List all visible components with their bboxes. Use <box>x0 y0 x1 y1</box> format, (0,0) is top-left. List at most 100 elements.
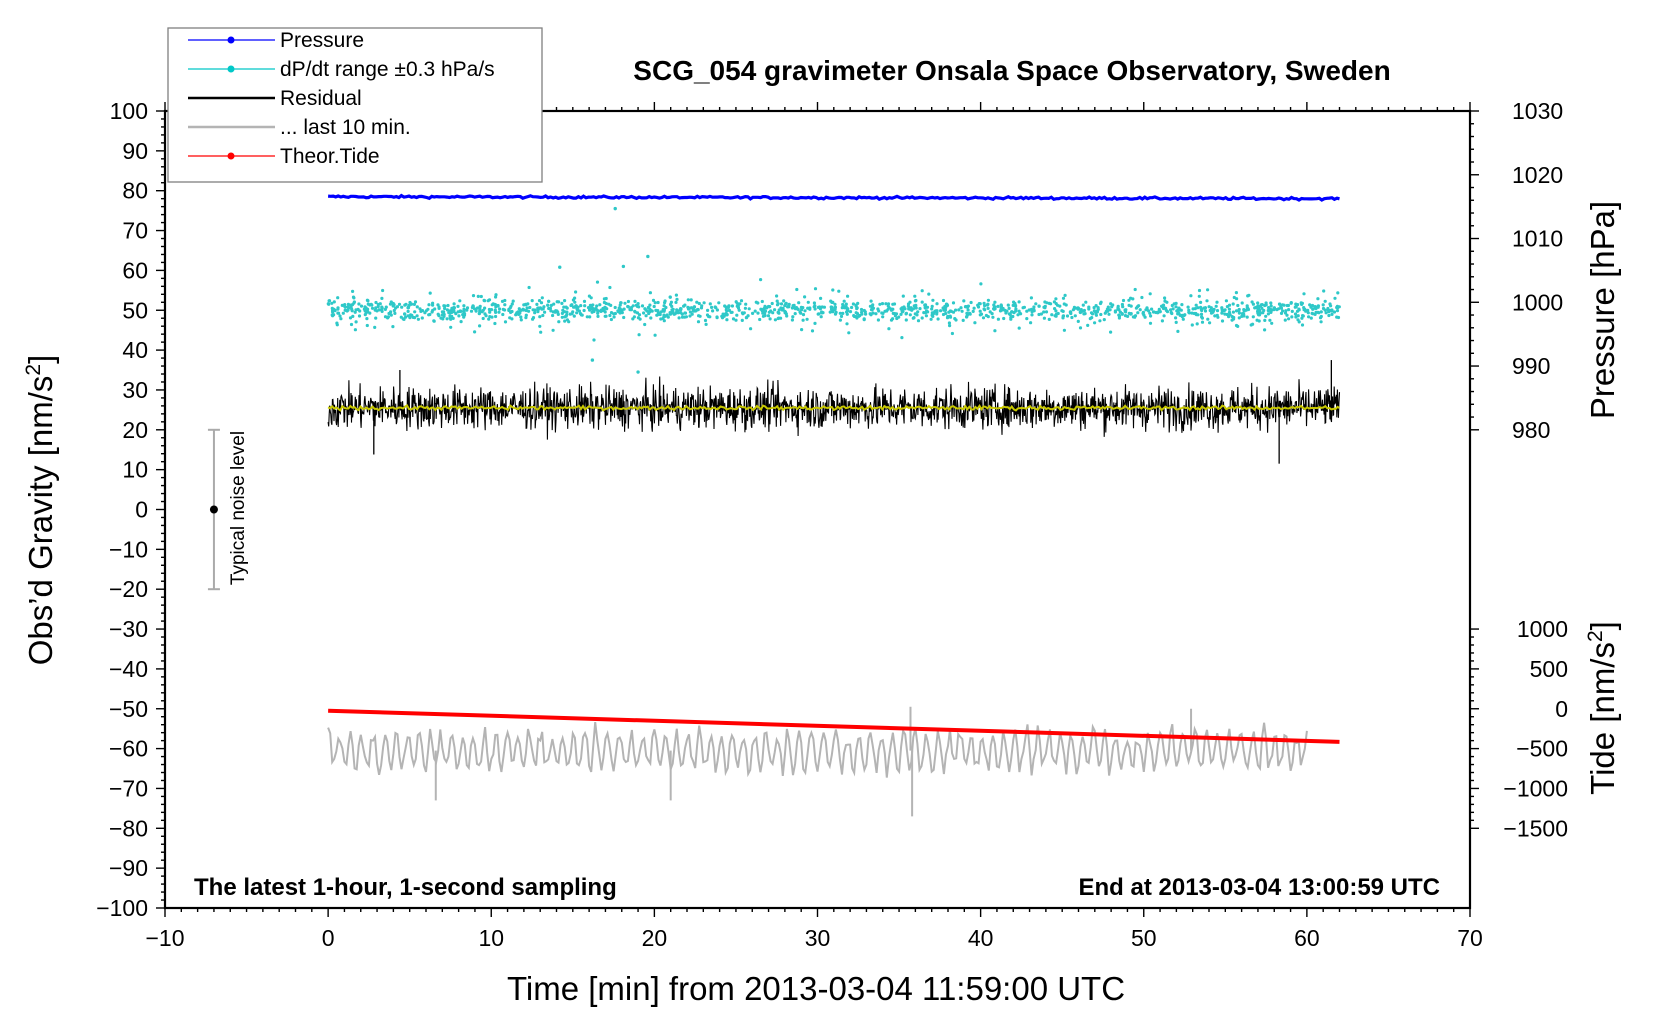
dpdt-point <box>914 306 918 310</box>
dpdt-point <box>508 316 512 320</box>
dpdt-point <box>844 302 848 306</box>
dpdt-point <box>800 328 804 332</box>
dpdt-point <box>560 315 564 319</box>
dpdt-point <box>433 307 437 311</box>
pressure-axis-label: Pressure [hPa] <box>1584 201 1621 419</box>
dpdt-point <box>756 311 760 315</box>
dpdt-point <box>1092 306 1096 310</box>
tide-tick-label: −1500 <box>1503 815 1568 841</box>
pressure-tick-label: 1010 <box>1512 226 1563 252</box>
dpdt-point <box>1220 319 1225 323</box>
dpdt-point <box>915 313 919 317</box>
dpdt-point <box>679 311 683 315</box>
dpdt-point <box>474 309 478 313</box>
dpdt-point <box>494 295 498 299</box>
dpdt-point <box>449 325 453 329</box>
dpdt-point <box>525 306 529 310</box>
y-axis-label-end: ] <box>22 355 59 364</box>
dpdt-point <box>388 311 392 315</box>
dpdt-point <box>1133 287 1137 292</box>
dpdt-point <box>1072 305 1076 309</box>
dpdt-point <box>702 301 706 305</box>
dpdt-point <box>454 312 458 316</box>
dpdt-point <box>973 321 977 325</box>
dpdt-point <box>1319 314 1323 319</box>
dpdt-point <box>1043 304 1047 308</box>
dpdt-point <box>336 296 340 300</box>
pressure-tick-label: 980 <box>1512 417 1550 443</box>
dpdt-point <box>978 302 982 306</box>
dpdt-point <box>1117 308 1121 312</box>
dpdt-point <box>983 308 987 312</box>
dpdt-point <box>1148 292 1152 296</box>
dpdt-point <box>501 312 505 317</box>
plot-border <box>163 109 1472 910</box>
dpdt-point <box>437 306 441 310</box>
dpdt-point <box>458 309 462 314</box>
dpdt-point <box>664 305 668 310</box>
dpdt-point <box>423 311 427 315</box>
dpdt-point <box>519 318 523 322</box>
dpdt-point <box>557 320 561 324</box>
dpdt-point <box>415 314 419 318</box>
dpdt-point <box>931 298 935 302</box>
dpdt-point <box>524 308 528 313</box>
dpdt-point <box>450 310 454 314</box>
dpdt-point <box>608 285 612 290</box>
dpdt-point <box>775 294 779 298</box>
dpdt-point <box>939 309 943 313</box>
dpdt-point <box>1160 319 1164 323</box>
dpdt-point <box>365 323 369 328</box>
dpdt-point <box>1275 308 1279 312</box>
dpdt-point <box>1245 315 1249 319</box>
dpdt-point <box>1255 318 1259 322</box>
dpdt-point <box>535 302 539 306</box>
dpdt-point <box>913 294 917 298</box>
dpdt-point <box>768 317 772 321</box>
dpdt-point <box>496 304 500 308</box>
dpdt-point <box>1014 307 1018 311</box>
dpdt-point <box>793 312 797 316</box>
dpdt-point <box>854 311 858 315</box>
dpdt-point <box>539 301 544 305</box>
dpdt-point <box>353 310 357 314</box>
dpdt-point <box>1287 308 1291 312</box>
dpdt-point <box>406 309 410 313</box>
dpdt-point <box>341 311 345 315</box>
dpdt-point <box>547 299 551 303</box>
dpdt-point <box>725 309 729 313</box>
dpdt-point <box>979 282 983 286</box>
dpdt-point <box>690 312 694 316</box>
last-10-min-extremes <box>434 706 1193 817</box>
dpdt-point <box>1209 311 1214 315</box>
dpdt-point <box>1256 301 1260 305</box>
dpdt-point <box>830 300 834 304</box>
tide-tick-label: −500 <box>1516 736 1568 762</box>
dpdt-point <box>652 304 656 309</box>
dpdt-point <box>445 308 449 312</box>
dpdt-point <box>841 302 845 307</box>
dpdt-point <box>335 323 339 327</box>
dpdt-point <box>775 303 780 307</box>
dpdt-point <box>1326 308 1330 312</box>
dpdt-point <box>1216 315 1220 319</box>
residual-extremes <box>373 360 1332 464</box>
dpdt-point <box>1106 309 1110 313</box>
dpdt-point <box>699 306 704 310</box>
dpdt-point <box>446 303 450 308</box>
dpdt-point <box>715 308 720 312</box>
dpdt-point <box>920 300 924 304</box>
dpdt-point <box>744 316 749 320</box>
dpdt-point <box>628 308 632 312</box>
dpdt-point <box>540 296 544 300</box>
dpdt-point <box>359 304 364 308</box>
dpdt-point <box>1127 311 1131 315</box>
dpdt-point <box>686 298 690 302</box>
dpdt-point <box>1098 319 1102 323</box>
dpdt-point <box>483 306 487 310</box>
dpdt-point <box>565 318 570 322</box>
dpdt-point <box>592 309 596 314</box>
tide-axis-label: Tide [nm/s2] <box>1584 621 1621 795</box>
y-tick-label: 40 <box>122 337 148 363</box>
dpdt-point <box>783 309 787 313</box>
